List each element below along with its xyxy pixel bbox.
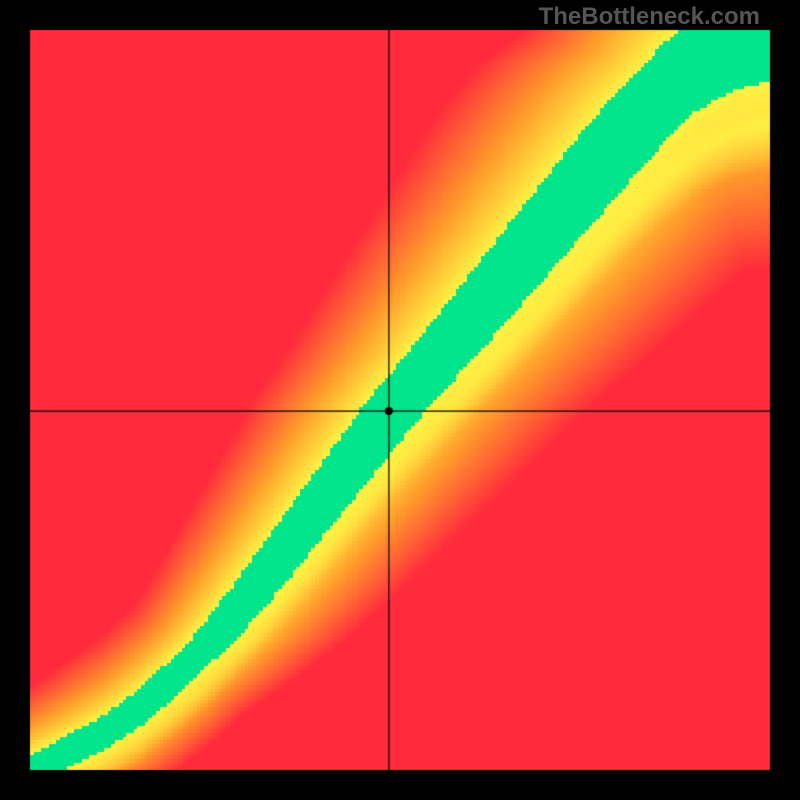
watermark-text: TheBottleneck.com	[539, 3, 760, 31]
bottleneck-heatmap	[0, 0, 800, 800]
